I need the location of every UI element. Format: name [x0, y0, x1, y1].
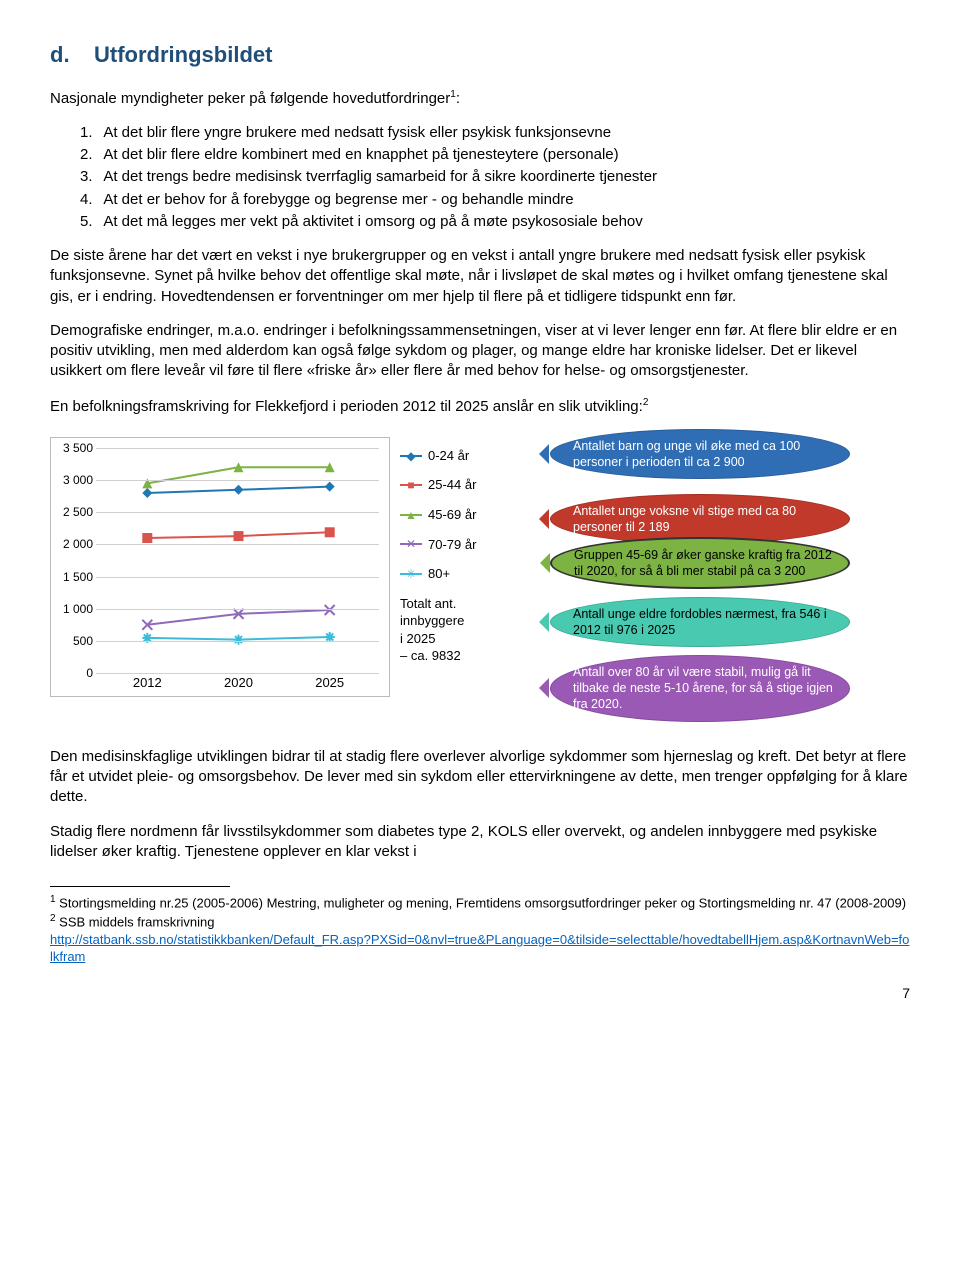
footnote-1: 1 Stortingsmelding nr.25 (2005-2006) Mes…: [50, 893, 910, 912]
x-axis-label: 2012: [133, 674, 162, 692]
legend-item: ✕70-79 år: [400, 536, 520, 554]
footnote-link: http://statbank.ssb.no/statistikkbanken/…: [50, 931, 910, 966]
chart-block: 0 500 1 000 1 500 2 000 2 500 3 000 3 500 2012 20…: [50, 437, 910, 717]
y-axis-label: 2 500: [55, 504, 93, 520]
list-item: 3. At det trengs bedre medisinsk tverrfa…: [80, 167, 910, 187]
y-axis-label: 2 000: [55, 536, 93, 552]
list-item: 5. At det må legges mer vekt på aktivite…: [80, 212, 910, 232]
section-heading: d. Utfordringsbildet: [50, 40, 910, 70]
x-axis-label: 2020: [224, 674, 253, 692]
footnote-separator: [50, 886, 230, 887]
list-item: 2. At det blir flere eldre kombinert med…: [80, 145, 910, 165]
y-axis-label: 0: [55, 665, 93, 681]
list-item: 4. At det er behov for å forebygge og be…: [80, 190, 910, 210]
legend-item: ✳80+: [400, 565, 520, 583]
paragraph-5: Stadig flere nordmenn får livsstilsykdom…: [50, 822, 910, 863]
paragraph-1: De siste årene har det vært en vekst i n…: [50, 246, 910, 307]
footnote-url[interactable]: http://statbank.ssb.no/statistikkbanken/…: [50, 932, 909, 965]
y-axis-label: 1 000: [55, 601, 93, 617]
paragraph-4: Den medisinskfaglige utviklingen bidrar …: [50, 747, 910, 808]
legend-item: ▲45-69 år: [400, 506, 520, 524]
y-axis-label: 3 000: [55, 472, 93, 488]
callout-bubble: Antall over 80 år vil være stabil, mulig…: [550, 655, 850, 722]
heading-text: Utfordringsbildet: [94, 42, 272, 67]
chart-legend: ◆0-24 år ■25-44 år ▲45-69 år ✕70-79 år ✳80+ T…: [390, 437, 520, 665]
page-number: 7: [50, 984, 910, 1003]
legend-item: ■25-44 år: [400, 476, 520, 494]
callouts: Antallet barn og unge vil øke med ca 100…: [520, 437, 910, 717]
y-axis-label: 3 500: [55, 440, 93, 456]
y-axis-label: 1 500: [55, 568, 93, 584]
list-item: 1. At det blir flere yngre brukere med n…: [80, 123, 910, 143]
callout-bubble: Antall unge eldre fordobles nærmest, fra…: [550, 597, 850, 648]
legend-item: ◆0-24 år: [400, 447, 520, 465]
legend-total-note: Totalt ant.innbyggerei 2025– ca. 9832: [400, 595, 520, 665]
paragraph-3: En befolkningsframskriving for Flekkefjo…: [50, 396, 910, 417]
numbered-list: 1. At det blir flere yngre brukere med n…: [50, 123, 910, 232]
footnote-2: 2 SSB middels framskrivning: [50, 912, 910, 931]
intro-line: Nasjonale myndigheter peker på følgende …: [50, 88, 910, 109]
callout-bubble: Gruppen 45-69 år øker ganske kraftig fra…: [550, 537, 850, 590]
heading-prefix: d.: [50, 42, 70, 67]
line-chart: 0 500 1 000 1 500 2 000 2 500 3 000 3 500 2012 20…: [50, 437, 390, 697]
paragraph-2: Demografiske endringer, m.a.o. endringer…: [50, 321, 910, 382]
y-axis-label: 500: [55, 633, 93, 649]
callout-bubble: Antallet barn og unge vil øke med ca 100…: [550, 429, 850, 480]
x-axis-label: 2025: [315, 674, 344, 692]
